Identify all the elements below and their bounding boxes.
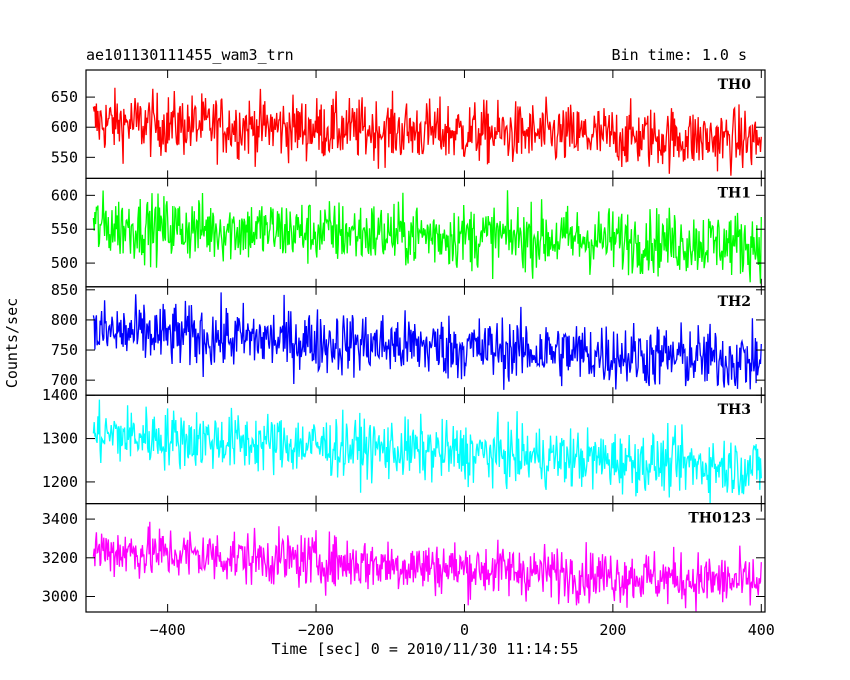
x-tick-label: 200 xyxy=(599,621,626,639)
chart-title: ae101130111455_wam3_trn xyxy=(86,46,294,64)
panel-label: TH3 xyxy=(718,402,751,418)
y-tick-label: 1200 xyxy=(42,473,78,491)
x-tick-label: 400 xyxy=(748,621,775,639)
y-tick-label: 800 xyxy=(51,311,78,329)
y-tick-label: 3400 xyxy=(42,510,78,528)
series-line-th0123 xyxy=(92,521,762,612)
y-tick-label: 650 xyxy=(51,88,78,106)
y-tick-label: 1300 xyxy=(42,430,78,448)
panel-label: TH0 xyxy=(718,77,752,93)
x-tick-label: −400 xyxy=(150,621,186,639)
x-tick-label: −200 xyxy=(298,621,334,639)
y-tick-label: 3200 xyxy=(42,549,78,567)
y-tick-label: 3000 xyxy=(42,588,78,606)
x-tick-label: 0 xyxy=(460,621,469,639)
y-tick-label: 850 xyxy=(51,281,78,299)
panels: TH0 550 600 650 TH1 500 550 600 TH2 700 750 800 850 T… xyxy=(42,69,775,639)
series-line-th1 xyxy=(92,190,762,284)
series-line-th3 xyxy=(92,399,762,504)
y-tick-label: 550 xyxy=(51,220,78,238)
y-tick-label: 700 xyxy=(51,371,78,389)
y-tick-label: 750 xyxy=(51,341,78,359)
series-line-th2 xyxy=(92,292,762,390)
y-axis-label: Counts/sec xyxy=(3,298,21,388)
y-tick-label: 500 xyxy=(51,254,78,272)
panel-label: TH0123 xyxy=(688,511,751,527)
x-axis-label: Time [sec] 0 = 2010/11/30 11:14:55 xyxy=(271,640,578,658)
y-tick-label: 600 xyxy=(51,118,78,136)
y-tick-label: 550 xyxy=(51,148,78,166)
panel-label: TH2 xyxy=(718,294,751,310)
bin-time-label: Bin time: 1.0 s xyxy=(612,46,747,64)
series-line-th0 xyxy=(92,87,762,176)
y-tick-label: 1400 xyxy=(42,386,78,404)
panel-label: TH1 xyxy=(718,185,751,201)
y-tick-label: 600 xyxy=(51,186,78,204)
